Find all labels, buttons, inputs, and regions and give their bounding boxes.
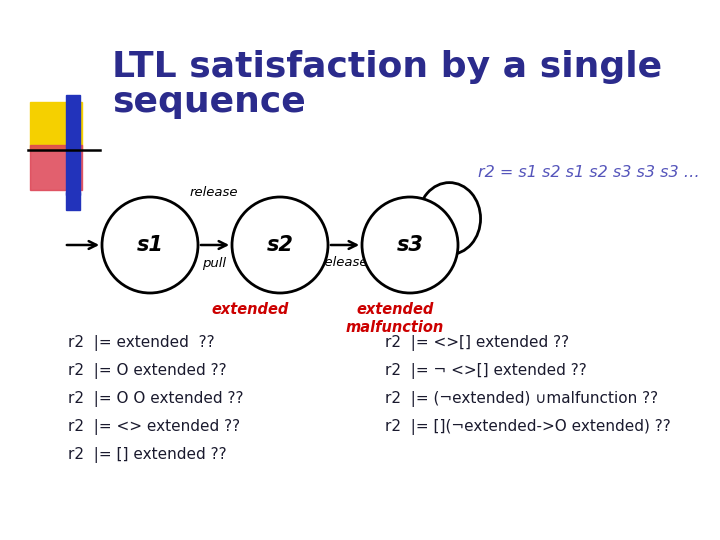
- Circle shape: [232, 197, 328, 293]
- Text: r2  |= ¬ <>[] extended ??: r2 |= ¬ <>[] extended ??: [385, 363, 587, 379]
- Text: r2  |= <>[] extended ??: r2 |= <>[] extended ??: [385, 335, 569, 351]
- Text: s2: s2: [266, 235, 294, 255]
- Text: r2  |= extended  ??: r2 |= extended ??: [68, 335, 215, 351]
- Text: pull: pull: [202, 256, 226, 269]
- Text: r2  |= (¬extended) ∪malfunction ??: r2 |= (¬extended) ∪malfunction ??: [385, 391, 658, 407]
- Text: extended: extended: [356, 302, 433, 317]
- Text: release: release: [320, 256, 368, 269]
- Bar: [30, 102, 82, 150]
- Text: r2  |= O O extended ??: r2 |= O O extended ??: [68, 391, 243, 407]
- Ellipse shape: [418, 183, 480, 254]
- Text: extended: extended: [211, 302, 289, 317]
- Text: malfunction: malfunction: [346, 320, 444, 335]
- Circle shape: [102, 197, 198, 293]
- Text: r2  |= [](¬extended->O extended) ??: r2 |= [](¬extended->O extended) ??: [385, 419, 671, 435]
- Text: release: release: [190, 186, 238, 199]
- Text: r2  |= <> extended ??: r2 |= <> extended ??: [68, 419, 240, 435]
- Text: r2 = s1 s2 s1 s2 s3 s3 s3 …: r2 = s1 s2 s1 s2 s3 s3 s3 …: [478, 165, 700, 180]
- Text: r2  |= O extended ??: r2 |= O extended ??: [68, 363, 227, 379]
- Text: LTL satisfaction by a single: LTL satisfaction by a single: [112, 50, 662, 84]
- Text: r2  |= [] extended ??: r2 |= [] extended ??: [68, 447, 227, 463]
- Text: s3: s3: [397, 235, 423, 255]
- Text: sequence: sequence: [112, 85, 306, 119]
- Bar: [66, 95, 80, 195]
- Text: s1: s1: [137, 235, 163, 255]
- Bar: [30, 145, 82, 190]
- Bar: [66, 192, 80, 210]
- Circle shape: [362, 197, 458, 293]
